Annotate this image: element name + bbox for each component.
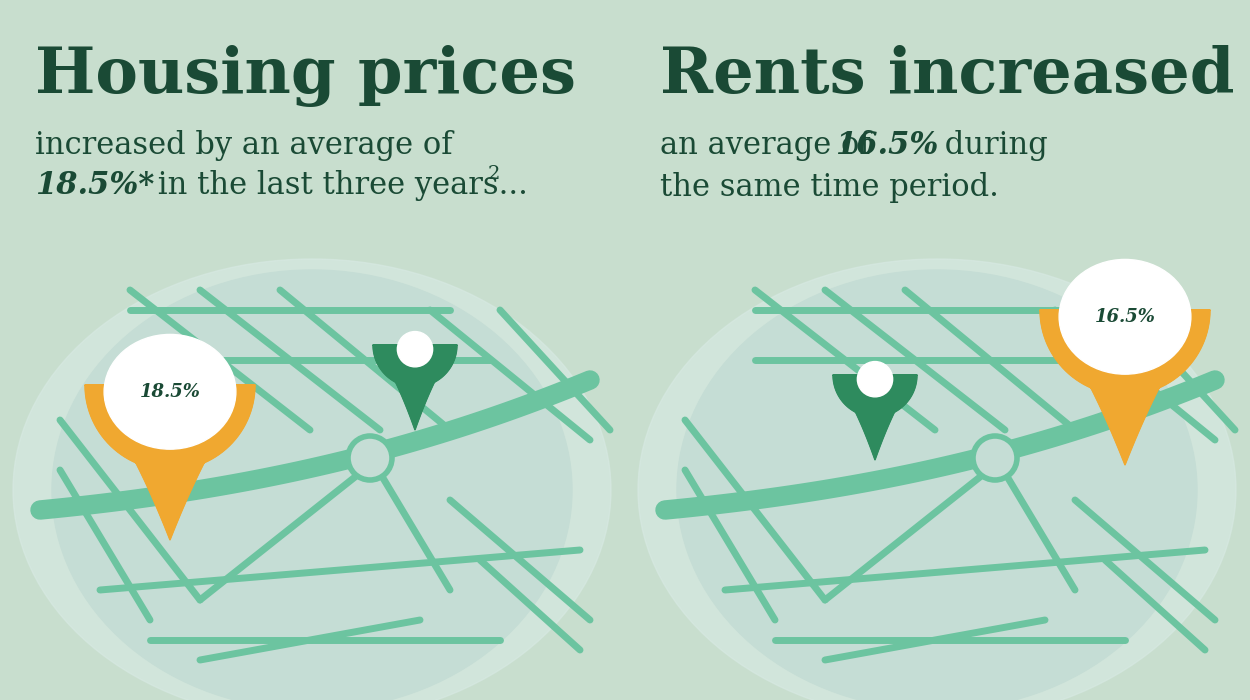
- Polygon shape: [85, 385, 255, 540]
- Circle shape: [398, 332, 432, 367]
- Text: 16.5%: 16.5%: [835, 130, 939, 161]
- Ellipse shape: [678, 270, 1198, 700]
- Ellipse shape: [52, 270, 572, 700]
- Ellipse shape: [638, 259, 1236, 700]
- Text: Rents increased: Rents increased: [660, 45, 1235, 106]
- Polygon shape: [832, 375, 918, 460]
- Text: increased by an average of: increased by an average of: [35, 130, 452, 161]
- Circle shape: [348, 436, 392, 480]
- Polygon shape: [372, 345, 458, 430]
- Text: 18.5%: 18.5%: [140, 383, 200, 401]
- Text: Housing prices: Housing prices: [35, 45, 576, 107]
- Circle shape: [972, 436, 1017, 480]
- Polygon shape: [1040, 310, 1210, 465]
- Ellipse shape: [104, 335, 236, 449]
- Text: the same time period.: the same time period.: [660, 172, 999, 203]
- Text: 18.5%*: 18.5%*: [35, 170, 155, 201]
- Text: an average of: an average of: [660, 130, 880, 161]
- Ellipse shape: [12, 259, 611, 700]
- Text: 16.5%: 16.5%: [1095, 308, 1155, 326]
- Circle shape: [858, 362, 892, 397]
- Text: during: during: [935, 130, 1048, 161]
- Ellipse shape: [1059, 260, 1191, 374]
- Text: 2: 2: [488, 165, 500, 183]
- Text: in the last three years...: in the last three years...: [148, 170, 528, 201]
